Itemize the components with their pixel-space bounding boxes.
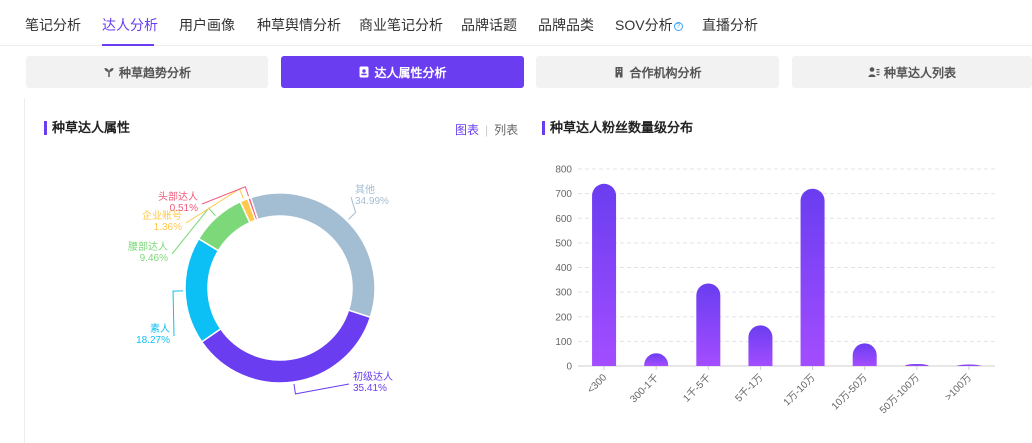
fan-count-bar-chart: 0 100 200 300 400 500 600 700 800 <300 300-1千 1千-5千… — [555, 165, 995, 416]
top-nav: 笔记分析 达人分析 用户画像 种草舆情分析 商业笔记分析 品牌话题 品牌品类 S… — [0, 0, 1032, 46]
y-tick-label: 200 — [555, 312, 572, 323]
y-tick-label: 600 — [555, 214, 572, 225]
nav-tab-note-analysis[interactable]: 笔记分析 — [25, 17, 81, 33]
nav-tab-user-profile[interactable]: 用户画像 — [179, 17, 235, 33]
x-tick-label: 10万-50万 — [830, 372, 870, 412]
subtab-influencer-attributes-label: 达人属性分析 — [374, 65, 447, 80]
donut-slice-label: 初级达人 — [353, 370, 393, 383]
x-tick-label: 50万-100万 — [878, 372, 922, 416]
donut-leader-line — [293, 383, 350, 395]
fan-count-bar[interactable] — [748, 325, 773, 366]
sprout-icon — [104, 68, 114, 77]
nav-tab-seeding-sentiment[interactable]: 种草舆情分析 — [257, 17, 341, 33]
donut-slice[interactable] — [197, 200, 251, 252]
y-tick-label: 300 — [555, 288, 572, 299]
donut-slice-percent: 1.36% — [154, 222, 182, 233]
sub-tabs: 种草趋势分析 达人属性分析 合作机构分析 种草达人列表 — [0, 56, 1032, 88]
y-tick-label: 500 — [555, 238, 572, 249]
subtab-seeding-influencer-list[interactable]: 种草达人列表 — [792, 56, 1032, 88]
fan-count-bar[interactable] — [644, 353, 669, 366]
influencer-attribute-title: 种草达人属性 — [44, 121, 130, 135]
donut-leader-line — [348, 196, 357, 220]
donut-slice[interactable] — [246, 196, 259, 222]
toggle-separator: | — [485, 123, 489, 137]
subtab-seeding-trend-label: 种草趋势分析 — [118, 65, 191, 80]
nav-tab-commercial-notes[interactable]: 商业笔记分析 — [359, 17, 443, 33]
nav-tab-sov-analysis[interactable]: SOV分析? — [615, 15, 683, 35]
donut-slice-percent: 0.51% — [170, 203, 198, 214]
fan-count-bar[interactable] — [852, 343, 877, 366]
donut-slice-label: 素人 — [150, 322, 170, 335]
donut-leader-line — [172, 290, 184, 337]
building-icon — [615, 67, 623, 78]
subtab-partner-agency-label: 合作机构分析 — [629, 65, 702, 80]
donut-slice-label: 腰部达人 — [128, 240, 168, 253]
donut-leader-line — [201, 186, 250, 205]
fan-count-bar[interactable] — [592, 183, 617, 366]
fan-count-bar[interactable] — [800, 188, 825, 366]
chart-view-toggle[interactable]: 图表 — [455, 123, 480, 137]
y-tick-label: 800 — [555, 165, 572, 176]
chart-list-toggle: 图表 | 列表 — [455, 121, 518, 138]
donut-slice-label: 头部达人 — [158, 190, 198, 203]
id-card-icon — [359, 66, 369, 78]
fan-count-bar[interactable] — [956, 364, 981, 366]
nav-tab-brand-category[interactable]: 品牌品类 — [538, 17, 594, 33]
y-tick-label: 400 — [555, 263, 572, 274]
nav-tab-influencer-analysis[interactable]: 达人分析 — [102, 17, 158, 33]
nav-tab-sov-label: SOV分析 — [615, 17, 673, 33]
fan-count-bar[interactable] — [696, 283, 721, 366]
y-tick-label: 100 — [555, 337, 572, 348]
x-tick-label: <300 — [585, 372, 609, 396]
nav-tab-brand-topic[interactable]: 品牌话题 — [461, 17, 517, 33]
donut-slice[interactable] — [200, 309, 372, 384]
subtab-influencer-attributes[interactable]: 达人属性分析 — [281, 56, 524, 88]
y-tick-label: 0 — [566, 362, 572, 373]
donut-slice-percent: 34.99% — [355, 196, 389, 207]
donut-slice-percent: 9.46% — [140, 253, 168, 264]
donut-slice[interactable] — [184, 237, 222, 343]
influencer-attribute-panel — [24, 98, 526, 443]
x-tick-label: >100万 — [943, 372, 974, 403]
x-tick-label: 1万-10万 — [782, 372, 818, 408]
x-tick-label: 5千-1万 — [733, 372, 766, 405]
nav-tab-live-analysis[interactable]: 直播分析 — [702, 17, 758, 33]
donut-slice-label: 企业账号 — [142, 209, 182, 222]
fan-count-distribution-title: 种草达人粉丝数量级分布 — [542, 121, 693, 135]
subtab-partner-agency[interactable]: 合作机构分析 — [536, 56, 779, 88]
donut-slice-label: 其他 — [355, 183, 375, 196]
donut-slice-percent: 35.41% — [353, 383, 387, 394]
donut-slice-percent: 18.27% — [136, 335, 170, 346]
y-tick-label: 700 — [555, 189, 572, 200]
donut-slice[interactable] — [249, 192, 376, 319]
x-tick-label: 300-1千 — [628, 372, 662, 406]
subtab-seeding-influencer-list-label: 种草达人列表 — [883, 65, 956, 80]
question-circle-icon[interactable]: ? — [673, 22, 683, 31]
list-view-toggle[interactable]: 列表 — [494, 123, 519, 137]
x-tick-label: 1千-5千 — [681, 372, 714, 405]
user-list-icon — [868, 67, 880, 77]
subtab-seeding-trend[interactable]: 种草趋势分析 — [26, 56, 268, 88]
fan-count-bar[interactable] — [904, 364, 929, 366]
active-tab-indicator — [102, 44, 154, 46]
